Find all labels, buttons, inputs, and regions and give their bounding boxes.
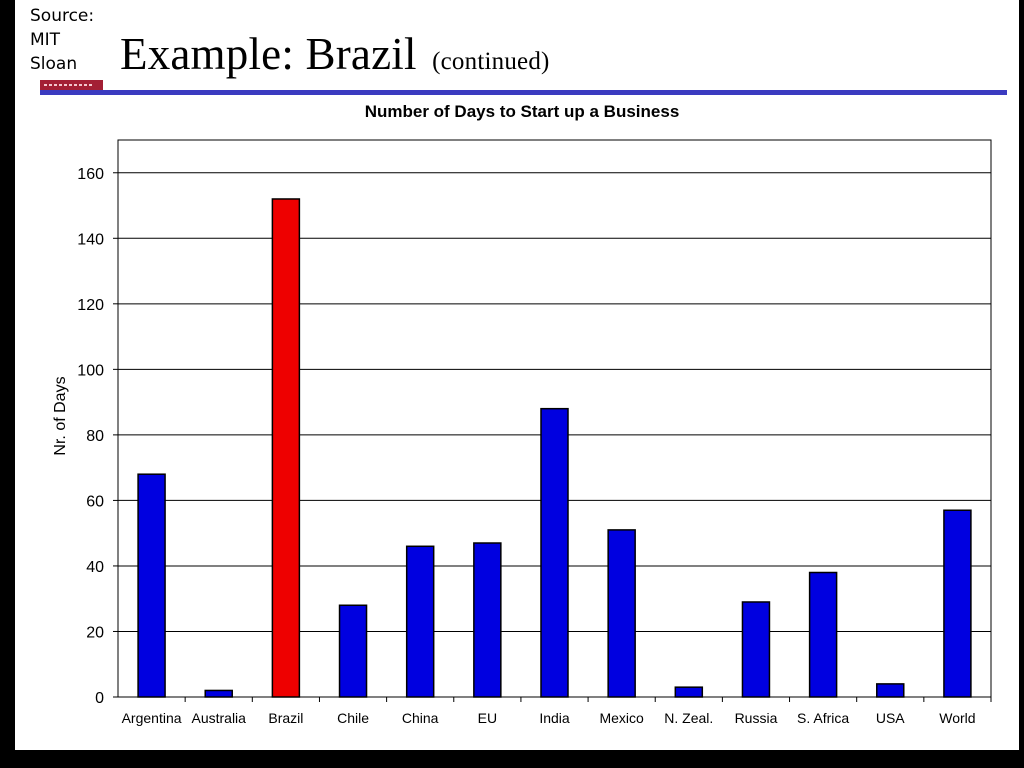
bar — [204, 689, 233, 698]
x-tick-label: USA — [876, 710, 905, 726]
y-axis-label: Nr. of Days — [52, 376, 69, 455]
bar — [741, 601, 771, 698]
y-tick-label: 40 — [86, 559, 104, 576]
mit-sloan-logo — [40, 80, 103, 90]
bar — [338, 604, 368, 698]
y-tick-label: 160 — [77, 166, 104, 183]
y-tick-label: 80 — [86, 428, 104, 445]
x-tick-label: China — [402, 710, 439, 726]
slide-title-main: Example: Brazil — [120, 29, 417, 79]
chart-title: Number of Days to Start up a Business — [365, 102, 680, 121]
bar — [674, 686, 704, 698]
y-tick-label: 0 — [95, 690, 104, 707]
x-tick-label: S. Africa — [797, 710, 849, 726]
x-tick-label: Australia — [191, 710, 246, 726]
bar — [943, 509, 972, 698]
bar — [271, 198, 301, 698]
x-tick-label: EU — [478, 710, 497, 726]
x-tick-label: Brazil — [268, 710, 303, 726]
x-tick-label: India — [539, 710, 570, 726]
bar — [405, 545, 435, 698]
y-tick-label: 60 — [86, 493, 104, 510]
x-tick-label: Chile — [337, 710, 369, 726]
y-tick-label: 140 — [77, 231, 104, 248]
bar — [876, 683, 905, 698]
x-tick-label: N. Zeal. — [664, 710, 713, 726]
bar — [607, 529, 636, 698]
bar — [808, 571, 838, 698]
title-rule — [40, 90, 1007, 95]
y-tick-label: 120 — [77, 297, 104, 314]
y-tick-label: 100 — [77, 362, 104, 379]
x-tick-label: Mexico — [599, 710, 644, 726]
slide-title-subtitle: (continued) — [432, 48, 550, 75]
x-tick-label: Argentina — [122, 710, 182, 726]
bar — [473, 542, 502, 698]
x-tick-label: Russia — [735, 710, 778, 726]
slide-title: Example: Brazil (continued) — [120, 28, 550, 80]
plot-area: 0 20 40 60 80 100 120 140 160 Argentina Australia B… — [77, 139, 992, 726]
x-tick-label: World — [939, 710, 975, 726]
bar — [540, 407, 569, 698]
bar — [137, 473, 166, 698]
y-tick-label: 20 — [86, 624, 104, 641]
source-note: Source: MIT Sloan — [16, 4, 108, 76]
